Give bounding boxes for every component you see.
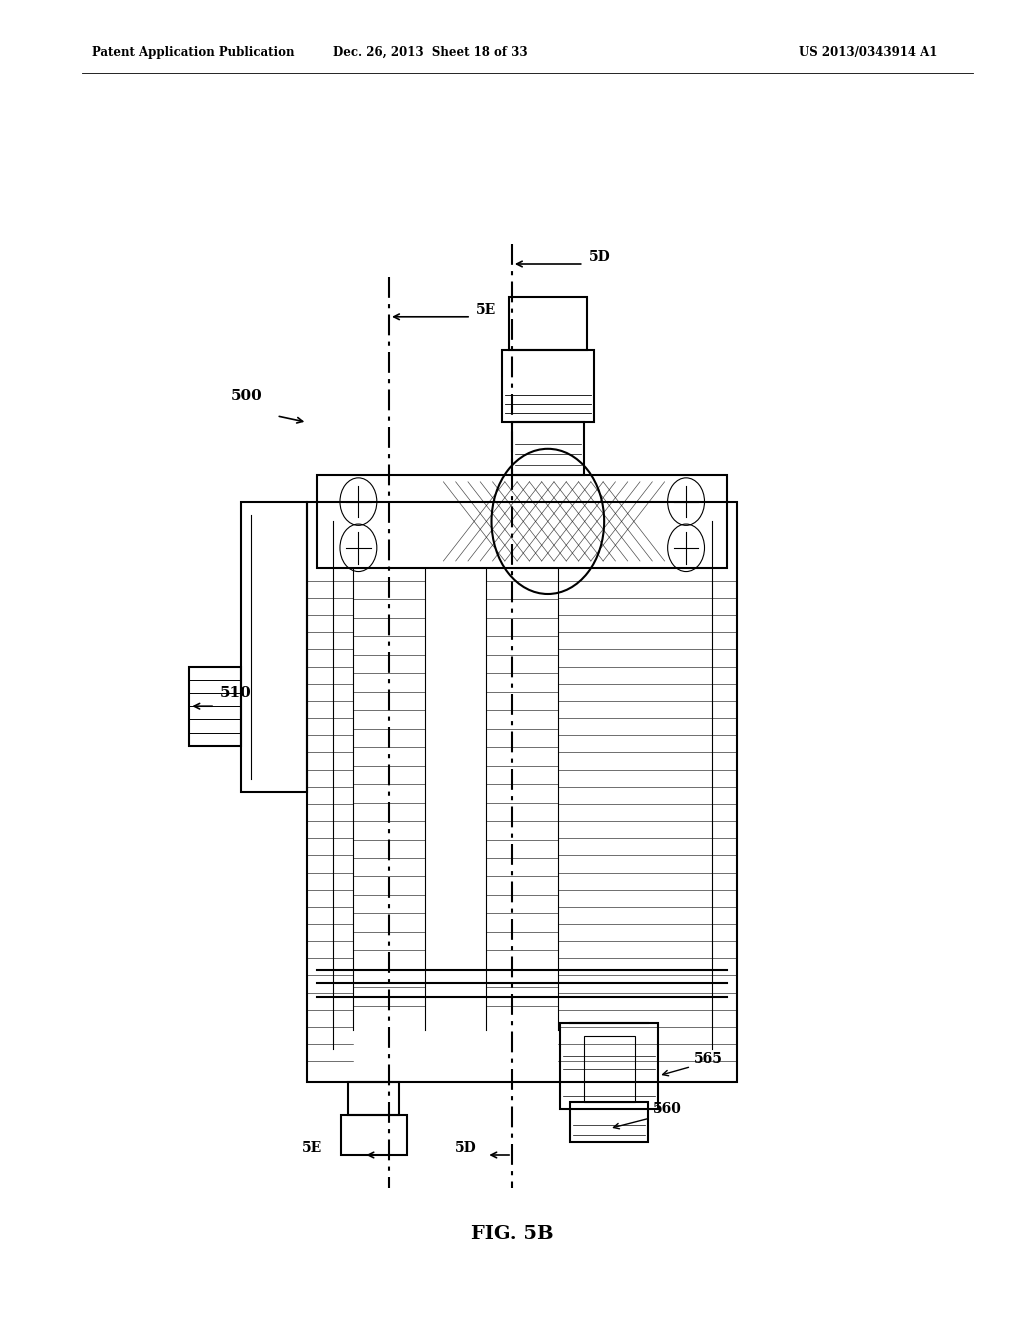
Bar: [560, 1023, 658, 1109]
Text: 5E: 5E: [302, 1142, 323, 1155]
Text: Dec. 26, 2013  Sheet 18 of 33: Dec. 26, 2013 Sheet 18 of 33: [333, 46, 527, 59]
Bar: [241, 502, 307, 792]
Bar: [570, 1102, 648, 1142]
Text: 560: 560: [653, 1102, 682, 1115]
Text: 5D: 5D: [455, 1142, 476, 1155]
Text: 565: 565: [694, 1052, 723, 1065]
Bar: [512, 422, 584, 475]
Text: 5D: 5D: [589, 251, 610, 264]
Text: 510: 510: [220, 686, 252, 700]
Bar: [189, 667, 241, 746]
Text: US 2013/0343914 A1: US 2013/0343914 A1: [799, 46, 937, 59]
Bar: [348, 1082, 399, 1115]
Bar: [317, 475, 727, 568]
Text: 5E: 5E: [476, 304, 497, 317]
Text: FIG. 5B: FIG. 5B: [471, 1225, 553, 1243]
Bar: [502, 350, 594, 422]
Bar: [341, 1115, 407, 1155]
Bar: [509, 297, 587, 350]
Text: 500: 500: [230, 389, 262, 403]
Text: Patent Application Publication: Patent Application Publication: [92, 46, 295, 59]
Bar: [584, 1036, 635, 1102]
Bar: [307, 502, 737, 1082]
